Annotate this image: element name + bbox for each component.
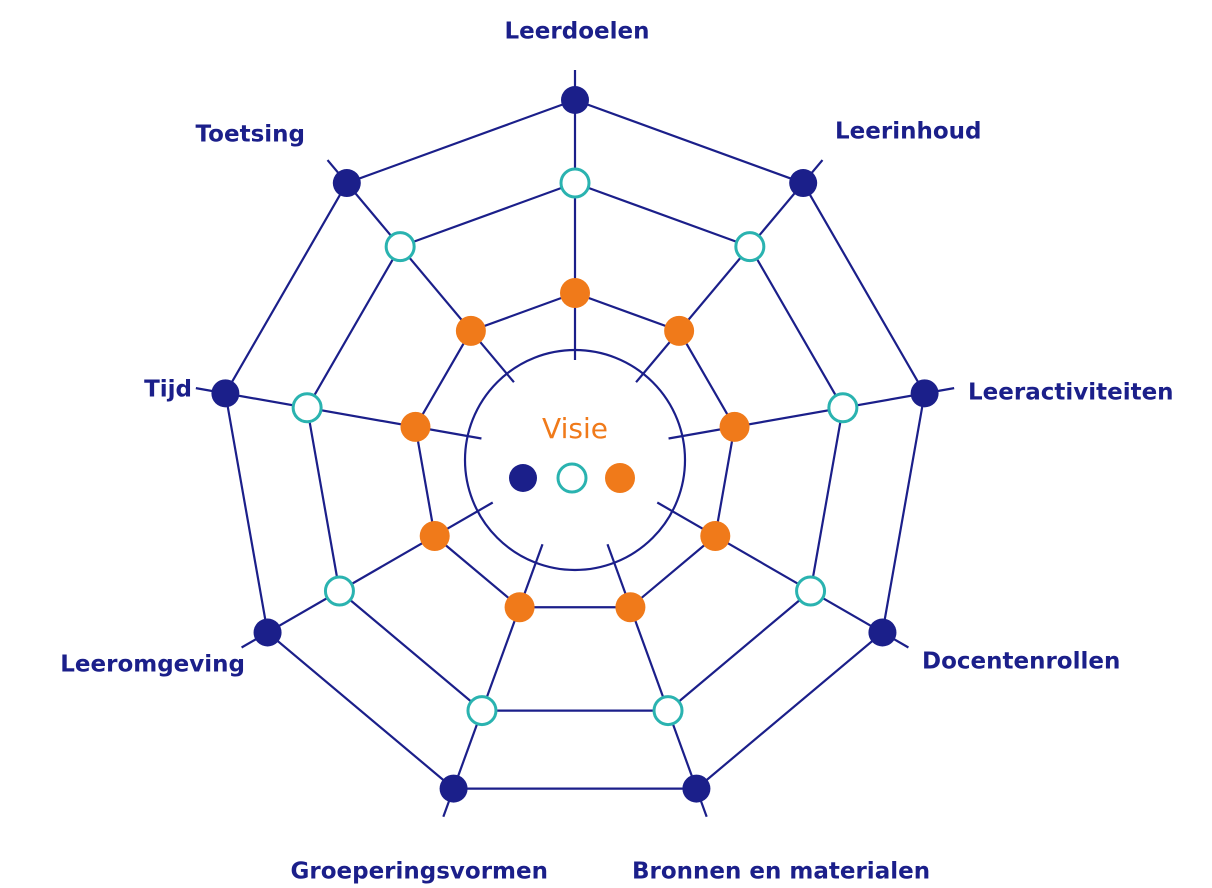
outer-node <box>868 618 897 647</box>
inner-node <box>719 411 750 442</box>
node-label: Bronnen en materialen <box>632 859 930 885</box>
spoke <box>442 543 544 818</box>
spoke <box>668 387 955 440</box>
middle-node <box>795 575 827 607</box>
middle-node <box>827 392 859 424</box>
node-label: Groeperingsvormen <box>290 859 548 885</box>
ring <box>224 98 926 790</box>
node-label: Leeromgeving <box>60 652 245 678</box>
middle-node <box>466 695 498 727</box>
inner-circle <box>463 348 687 572</box>
spoke <box>656 501 909 649</box>
outer-node <box>789 169 818 198</box>
middle-node <box>291 392 323 424</box>
spoke <box>195 387 482 440</box>
inner-node <box>664 315 695 346</box>
node-label: Leerdoelen <box>505 19 650 45</box>
node-label: Leeractiviteiten <box>968 380 1174 406</box>
inner-node <box>560 278 590 308</box>
outer-node <box>439 774 468 803</box>
middle-node <box>384 231 416 263</box>
middle-node <box>734 231 766 263</box>
spoke <box>606 543 708 818</box>
spoke <box>241 501 494 649</box>
outer-node <box>211 379 240 408</box>
inner-node <box>455 315 486 346</box>
middle-node <box>559 167 591 199</box>
inner-node <box>419 521 450 551</box>
middle-node <box>652 695 684 727</box>
legend-dot <box>556 462 588 494</box>
inner-node <box>400 411 431 442</box>
ring <box>414 291 736 609</box>
node-label: Docentenrollen <box>922 649 1120 675</box>
legend-dot <box>605 463 635 493</box>
inner-node <box>615 592 646 623</box>
node-label: Leerinhoud <box>835 119 981 145</box>
node-label: Toetsing <box>196 122 305 148</box>
outer-node <box>682 774 711 803</box>
inner-node <box>504 592 535 623</box>
outer-node <box>561 86 589 114</box>
spoke <box>635 159 824 383</box>
spoke <box>326 159 515 383</box>
outer-node <box>332 169 361 198</box>
ring <box>305 181 845 712</box>
legend-dot <box>509 464 537 492</box>
middle-node <box>323 575 355 607</box>
inner-node <box>700 521 731 551</box>
node-label: Tijd <box>144 377 192 403</box>
outer-node <box>253 618 282 647</box>
center-label: Visie <box>542 412 608 445</box>
outer-node <box>910 379 939 408</box>
